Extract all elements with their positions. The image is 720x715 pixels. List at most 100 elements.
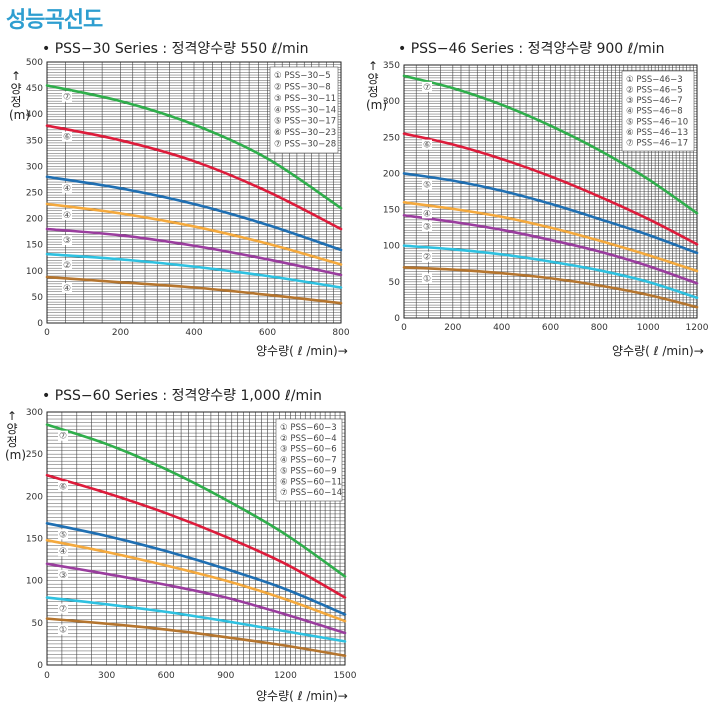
legend-entry: ④ PSS−60−7 <box>280 456 337 466</box>
y-tick-label: 350 <box>26 136 43 146</box>
series-line <box>45 522 347 616</box>
y-tick-label: 0 <box>37 661 43 671</box>
series-marker-bg <box>62 182 72 193</box>
series-marker-bg <box>58 430 68 441</box>
y-tick-label: 200 <box>383 169 400 179</box>
legend: ① PSS−60−3② PSS−60−4③ PSS−60−6④ PSS−60−7… <box>275 418 343 502</box>
series-marker-bg <box>422 221 432 232</box>
series-marker-bg <box>58 603 68 614</box>
y-tick-label: 450 <box>26 84 43 94</box>
y-tick-label: 200 <box>26 215 43 225</box>
series-line <box>45 202 343 266</box>
series-line <box>45 175 343 252</box>
series-line <box>402 214 699 285</box>
chart-pss-30: • PSS−30 Series : 정격양수량 550 ℓ/min ↑양정(m)… <box>0 0 360 370</box>
series-marker-bg <box>422 251 432 262</box>
legend-entry: ① PSS−46−3 <box>626 75 683 85</box>
legend-entry: ③ PSS−46−7 <box>626 96 683 106</box>
series-line <box>402 201 699 273</box>
plot-frame <box>46 61 342 324</box>
legend-entry: ③ PSS−30−11 <box>274 94 336 104</box>
y-tick-label: 100 <box>383 242 400 252</box>
series-line <box>45 84 343 210</box>
series-marker: ④ <box>63 184 71 194</box>
x-tick-label: 0 <box>401 323 407 333</box>
series-line <box>45 252 343 289</box>
series-line <box>402 244 699 300</box>
series-line <box>402 266 699 309</box>
legend: ① PSS−46−3② PSS−46−5③ PSS−46−7④ PSS−46−8… <box>621 70 695 152</box>
series-line <box>402 74 699 215</box>
y-tick-label: 500 <box>26 58 43 68</box>
y-tick-label: 200 <box>26 492 43 502</box>
series-marker: ⑦ <box>63 92 71 102</box>
x-tick-label: 800 <box>332 328 349 338</box>
x-tick-label: 200 <box>444 323 461 333</box>
y-tick-label: 50 <box>32 619 44 629</box>
legend-box <box>269 66 339 154</box>
legend-entry: ② PSS−60−4 <box>280 434 337 444</box>
y-tick-label: 50 <box>389 278 401 288</box>
chart-title: • PSS−46 Series : 정격양수량 900 ℓ/min <box>398 41 665 57</box>
y-tick-label: 250 <box>383 133 400 143</box>
y-tick-label: 100 <box>26 577 43 587</box>
y-tick-label: 0 <box>394 314 400 324</box>
page-title: 성능곡선도 <box>6 8 103 33</box>
chart-plot: 0 200 400 600 800 0 50 100 150 200 250 300 350 400 450… <box>26 58 350 338</box>
series-marker-bg <box>422 81 432 92</box>
series-line <box>45 473 347 599</box>
x-tick-label: 400 <box>185 328 202 338</box>
legend-entry: ⑤ PSS−46−10 <box>626 117 688 127</box>
legend-entry: ⑥ PSS−46−13 <box>626 128 688 138</box>
series-marker: ⑥ <box>59 482 67 492</box>
legend-entry: ④ PSS−46−8 <box>626 107 683 117</box>
series-line <box>45 562 347 635</box>
y-tick-label: 50 <box>32 293 44 303</box>
x-tick-label: 400 <box>493 323 510 333</box>
x-tick-label: 600 <box>158 671 175 681</box>
series-marker: ③ <box>63 236 71 246</box>
y-tick-label: 300 <box>383 97 400 107</box>
series-marker: ⑥ <box>63 133 71 143</box>
y-tick-label: 150 <box>26 535 43 545</box>
series-marker: ⑦ <box>59 605 67 615</box>
chart-title: • PSS−60 Series : 정격양수량 1,000 ℓ/min <box>42 388 322 404</box>
series-marker-bg <box>422 139 432 150</box>
series-marker: ④ <box>63 284 71 294</box>
y-tick-label: 150 <box>383 206 400 216</box>
y-tick-label: 0 <box>37 319 43 329</box>
series-marker: ⑤ <box>423 180 431 190</box>
legend-entry: ⑤ PSS−60−9 <box>280 466 337 476</box>
series-marker: ⑦ <box>423 83 431 93</box>
series-line <box>45 275 343 305</box>
x-tick-label: 600 <box>542 323 559 333</box>
x-axis-label: 양수량( ℓ /min)→ <box>256 344 348 358</box>
series-marker-bg <box>58 624 68 635</box>
series-marker: ③ <box>423 222 431 232</box>
series-marker: ③ <box>59 571 67 581</box>
x-tick-label: 1500 <box>334 671 357 681</box>
series-marker-bg <box>62 260 72 271</box>
x-tick-label: 600 <box>259 328 276 338</box>
legend-box <box>275 418 343 502</box>
legend-entry: ⑦ PSS−46−17 <box>626 138 688 148</box>
x-tick-label: 1000 <box>637 323 660 333</box>
legend-entry: ② PSS−30−8 <box>274 82 331 92</box>
legend-entry: ④ PSS−30−14 <box>274 105 336 115</box>
series-line <box>45 124 343 231</box>
series-marker: ⑥ <box>423 141 431 151</box>
series-marker-bg <box>422 179 432 190</box>
series-line <box>45 423 347 578</box>
legend-entry: ⑤ PSS−30−17 <box>274 117 336 127</box>
series-marker-bg <box>58 546 68 557</box>
x-tick-label: 900 <box>217 671 234 681</box>
y-tick-label: 400 <box>26 110 43 120</box>
legend-entry: ② PSS−46−5 <box>626 86 683 96</box>
legend-entry: ⑥ PSS−30−23 <box>274 128 336 138</box>
chart-plot: 0 200 400 600 800 1000 1200 0 50 100 150 200 250 300 3… <box>383 61 709 333</box>
series-line <box>402 172 699 255</box>
series-marker-bg <box>62 209 72 220</box>
series-line <box>45 596 347 643</box>
legend-entry: ⑥ PSS−60−11 <box>280 477 342 487</box>
